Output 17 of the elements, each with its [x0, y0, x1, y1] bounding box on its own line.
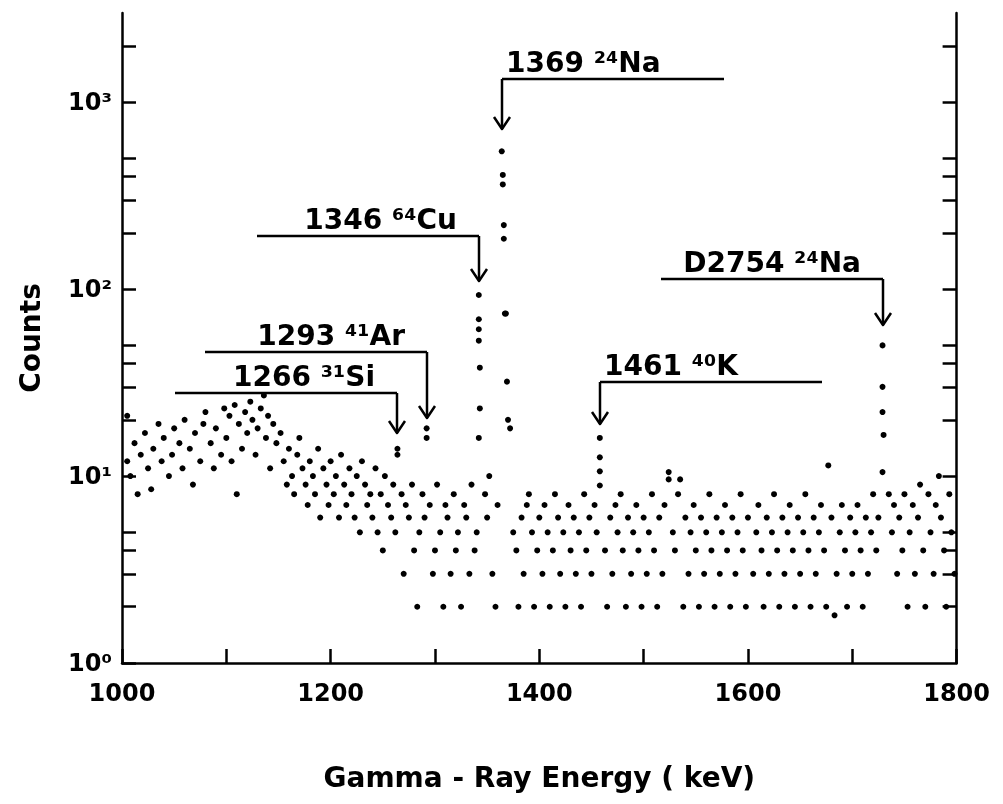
- x-axis-title: Gamma - Ray Energy ( keV): [323, 760, 756, 794]
- y-axis-title: Counts: [13, 283, 47, 393]
- x-tick-label: 1200: [297, 679, 365, 707]
- annotation: 1293 ⁴¹Ar: [256, 319, 405, 353]
- x-tick-label: 1400: [505, 679, 573, 707]
- annotation: 1369 ²⁴Na: [505, 46, 661, 80]
- y-tick-label: 10⁰: [68, 649, 112, 677]
- y-tick-label: 10²: [68, 275, 112, 304]
- x-tick-label: 1800: [923, 679, 990, 707]
- annotation: D2754 ²⁴Na: [682, 246, 861, 280]
- annotation: 1266 ³¹Si: [233, 359, 376, 393]
- y-tick-label: 10¹: [68, 462, 112, 491]
- annotation: 1346 ⁶⁴Cu: [304, 203, 457, 237]
- x-tick-label: 1000: [88, 679, 156, 707]
- annotation: 1461 ⁴⁰K: [603, 348, 739, 382]
- x-tick-label: 1600: [714, 679, 782, 707]
- y-tick-label: 10³: [68, 88, 112, 117]
